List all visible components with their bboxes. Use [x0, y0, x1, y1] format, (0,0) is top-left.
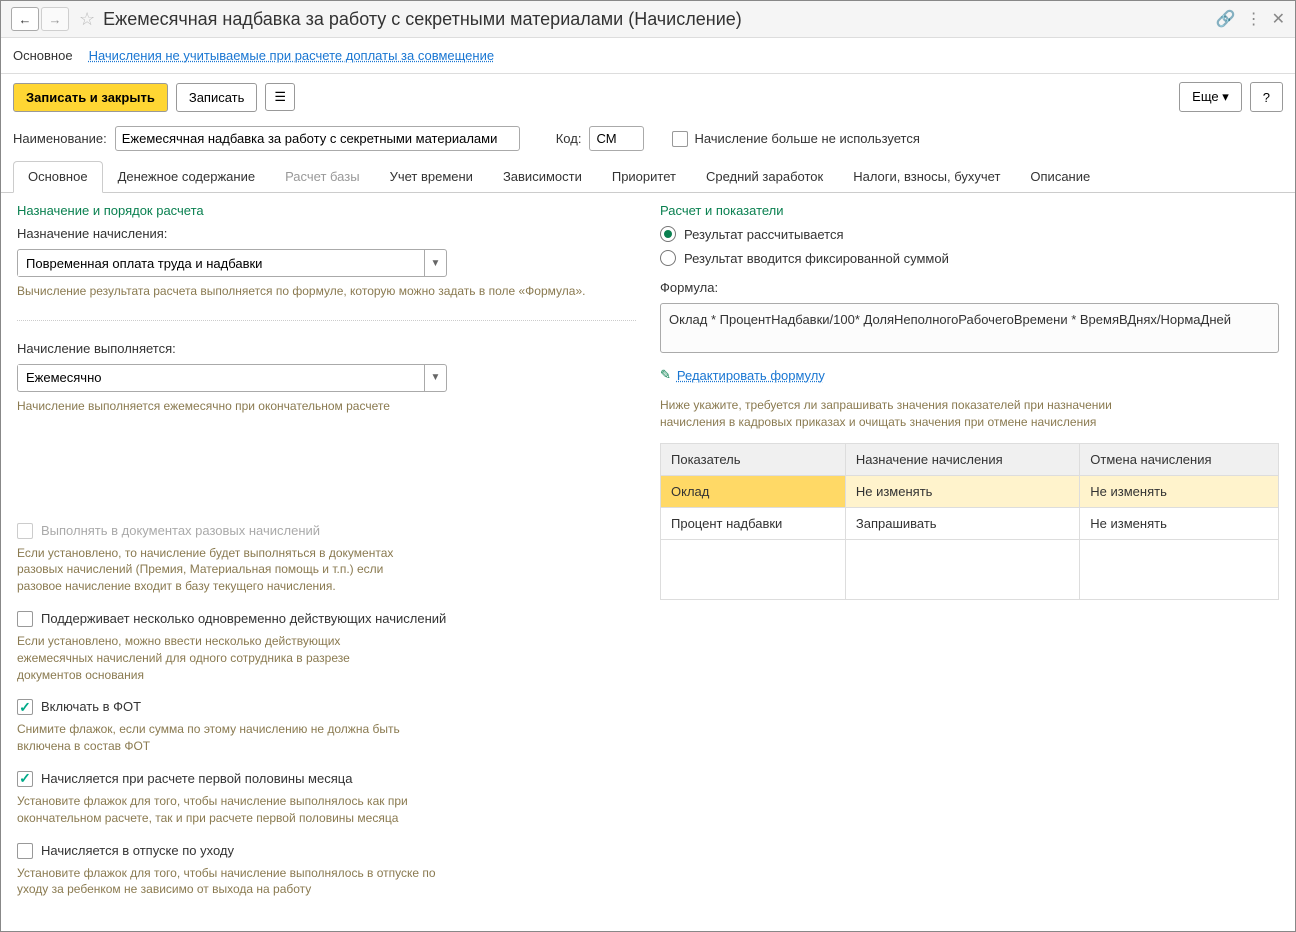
save-button[interactable]: Записать — [176, 83, 258, 112]
right-column: Расчет и показатели Результат рассчитыва… — [660, 203, 1279, 921]
chevron-down-icon[interactable]: ▼ — [424, 365, 446, 391]
subnav-main[interactable]: Основное — [13, 48, 73, 63]
execution-select[interactable]: ▼ — [17, 364, 447, 392]
maternity-label: Начисляется в отпуске по уходу — [41, 843, 234, 858]
radio-dot-icon — [660, 226, 676, 242]
firsthalf-checkbox[interactable] — [17, 771, 33, 787]
table-row[interactable]: Оклад Не изменять Не изменять — [661, 475, 1279, 507]
tabs: Основное Денежное содержание Расчет базы… — [1, 161, 1295, 193]
tab-base[interactable]: Расчет базы — [270, 161, 375, 192]
th-indicator: Показатель — [661, 443, 846, 475]
formula-label: Формула: — [660, 280, 1279, 295]
multiple-label: Поддерживает несколько одновременно дейс… — [41, 611, 446, 626]
titlebar: ← → ☆ Ежемесячная надбавка за работу с с… — [1, 1, 1295, 38]
tab-main[interactable]: Основное — [13, 161, 103, 193]
firsthalf-label: Начисляется при расчете первой половины … — [41, 771, 352, 786]
radio-fixed[interactable]: Результат вводится фиксированной суммой — [660, 250, 1279, 266]
th-assign: Назначение начисления — [845, 443, 1079, 475]
section-purpose: Назначение и порядок расчета — [17, 203, 636, 218]
nav-back-button[interactable]: ← — [11, 7, 39, 31]
onetime-label: Выполнять в документах разовых начислени… — [41, 523, 320, 538]
unused-label: Начисление больше не используется — [694, 131, 919, 146]
favorite-icon[interactable]: ☆ — [79, 9, 95, 30]
maternity-checkbox[interactable] — [17, 843, 33, 859]
purpose-select[interactable]: ▼ — [17, 249, 447, 277]
subnav-link[interactable]: Начисления не учитываемые при расчете до… — [89, 48, 495, 63]
fot-hint: Снимите флажок, если сумма по этому начи… — [17, 721, 417, 755]
close-icon[interactable]: ✕ — [1272, 9, 1285, 29]
onetime-hint: Если установлено, то начисление будет вы… — [17, 545, 417, 595]
fot-label: Включать в ФОТ — [41, 699, 141, 714]
radio-dot-icon — [660, 250, 676, 266]
table-row[interactable]: Процент надбавки Запрашивать Не изменять — [661, 507, 1279, 539]
indicators-hint: Ниже укажите, требуется ли запрашивать з… — [660, 397, 1120, 431]
fot-checkbox[interactable] — [17, 699, 33, 715]
name-label: Наименование: — [13, 131, 107, 146]
radio-fixed-label: Результат вводится фиксированной суммой — [684, 251, 949, 266]
onetime-checkbox — [17, 523, 33, 539]
firsthalf-hint: Установите флажок для того, чтобы начисл… — [17, 793, 447, 827]
code-input[interactable] — [589, 126, 644, 151]
tab-deps[interactable]: Зависимости — [488, 161, 597, 192]
edit-formula-link[interactable]: Редактировать формулу — [677, 368, 825, 383]
execution-label: Начисление выполняется: — [17, 341, 636, 356]
multiple-hint: Если установлено, можно ввести несколько… — [17, 633, 417, 683]
multiple-checkbox[interactable] — [17, 611, 33, 627]
execution-select-input[interactable] — [18, 365, 424, 390]
tab-tax[interactable]: Налоги, взносы, бухучет — [838, 161, 1015, 192]
radio-calculated[interactable]: Результат рассчитывается — [660, 226, 1279, 242]
window-title: Ежемесячная надбавка за работу с секретн… — [103, 9, 742, 30]
radio-calc-label: Результат рассчитывается — [684, 227, 844, 242]
code-label: Код: — [556, 131, 582, 146]
execution-hint: Начисление выполняется ежемесячно при ок… — [17, 398, 636, 415]
unused-checkbox[interactable] — [672, 131, 688, 147]
section-calc: Расчет и показатели — [660, 203, 1279, 218]
kebab-icon[interactable]: ⋮ — [1246, 9, 1262, 29]
save-close-button[interactable]: Записать и закрыть — [13, 83, 168, 112]
table-row — [661, 539, 1279, 599]
tab-money[interactable]: Денежное содержание — [103, 161, 270, 192]
header-fields: Наименование: Код: Начисление больше не … — [1, 120, 1295, 157]
sub-nav: Основное Начисления не учитываемые при р… — [1, 38, 1295, 74]
maternity-hint: Установите флажок для того, чтобы начисл… — [17, 865, 447, 899]
indicators-table: Показатель Назначение начисления Отмена … — [660, 443, 1279, 600]
nav-forward-button[interactable]: → — [41, 7, 69, 31]
purpose-hint: Вычисление результата расчета выполняетс… — [17, 283, 636, 300]
tab-priority[interactable]: Приоритет — [597, 161, 691, 192]
list-icon-button[interactable]: ☰ — [265, 83, 295, 111]
toolbar: Записать и закрыть Записать ☰ Еще ▾ ? — [1, 74, 1295, 120]
purpose-label: Назначение начисления: — [17, 226, 636, 241]
pencil-icon: ✎ — [660, 367, 671, 383]
th-cancel: Отмена начисления — [1080, 443, 1279, 475]
left-column: Назначение и порядок расчета Назначение … — [17, 203, 636, 921]
purpose-select-input[interactable] — [18, 251, 424, 276]
link-icon[interactable]: 🔗 — [1216, 9, 1236, 29]
formula-box[interactable]: Оклад * ПроцентНадбавки/100* ДоляНеполно… — [660, 303, 1279, 353]
tab-time[interactable]: Учет времени — [375, 161, 488, 192]
name-input[interactable] — [115, 126, 520, 151]
tab-desc[interactable]: Описание — [1015, 161, 1105, 192]
more-button[interactable]: Еще ▾ — [1179, 82, 1242, 112]
chevron-down-icon[interactable]: ▼ — [424, 250, 446, 276]
tab-avg[interactable]: Средний заработок — [691, 161, 838, 192]
help-button[interactable]: ? — [1250, 82, 1283, 112]
